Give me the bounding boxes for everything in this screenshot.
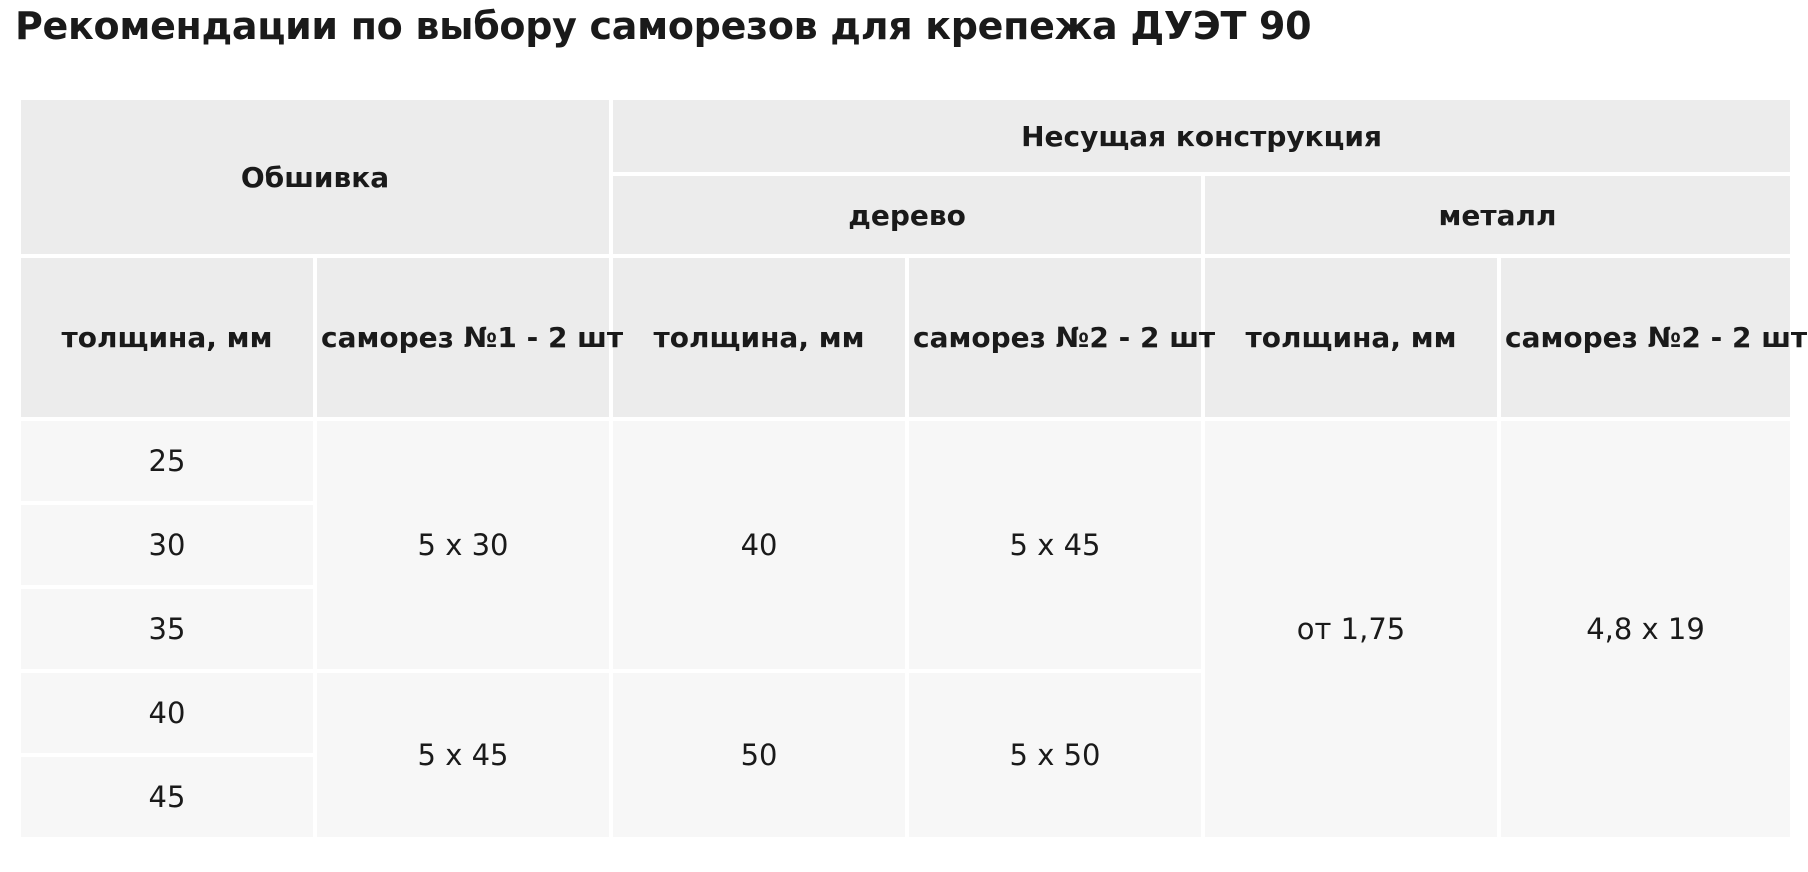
- cell-thickness: 45: [17, 753, 317, 841]
- cell-screw-1: 5 х 45: [312, 669, 614, 841]
- cell-screw-1: 5 х 30: [312, 417, 614, 673]
- header-sheathing-thickness: толщина, мм: [17, 254, 317, 421]
- header-wood-thickness: толщина, мм: [609, 254, 910, 421]
- header-load-bearing: Несущая конструкция: [609, 96, 1795, 176]
- cell-wood-thickness: 50: [609, 669, 910, 841]
- table-row: 40 5 х 45 50 5 х 50: [17, 669, 1792, 841]
- table-row: 35: [17, 585, 1792, 673]
- cell-wood-screw: 5 х 50: [905, 669, 1206, 841]
- table-row: 25 5 х 30 40 5 х 45 от 1,75 4,8 х 19: [17, 417, 1795, 841]
- cell-wood-thickness: 40: [609, 417, 910, 673]
- page-title: Рекомендации по выбору саморезов для кре…: [15, 4, 1312, 48]
- cell-thickness: 25: [17, 417, 317, 505]
- cell-thickness: 35: [17, 585, 317, 673]
- header-screw-1: саморез №1 - 2 шт: [312, 254, 623, 421]
- header-metal-thickness: толщина, мм: [1201, 254, 1502, 421]
- cell-wood-screw: 5 х 45: [905, 417, 1206, 673]
- screw-recommendation-table: Обшивка Несущая конструкция дерево метал…: [16, 96, 1807, 841]
- table-row: 45: [17, 753, 1792, 841]
- table-row: 30: [17, 501, 1792, 589]
- header-sheathing: Обшивка: [16, 96, 614, 258]
- cell-thickness: 30: [17, 501, 317, 589]
- cell-metal-screw: 4,8 х 19: [1497, 417, 1795, 841]
- header-metal: металл: [1201, 172, 1795, 258]
- header-metal-screw: саморез №2 - 2 шт: [1497, 254, 1807, 421]
- cell-metal-thickness: от 1,75: [1201, 417, 1502, 841]
- header-wood: дерево: [609, 172, 1206, 258]
- cell-thickness: 40: [17, 669, 317, 757]
- header-wood-screw: саморез №2 - 2 шт: [905, 254, 1215, 421]
